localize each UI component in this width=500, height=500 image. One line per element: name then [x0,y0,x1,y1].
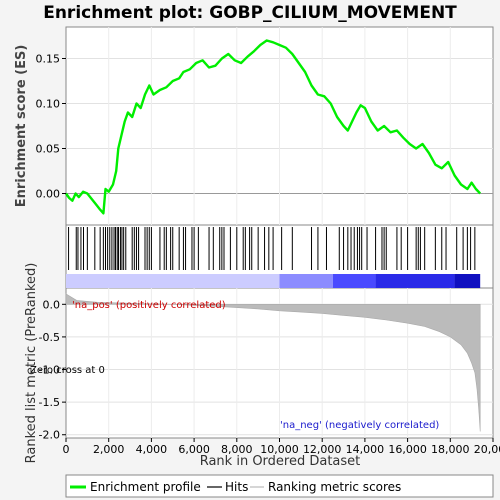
x-tick-label: 0 [63,443,70,456]
positive-correlated-label: 'na_pos' (positively correlated) [72,300,226,311]
x-tick-label: 20,000 [474,443,500,456]
chart-title: Enrichment plot: GOBP_CILIUM_MOVEMENT [43,3,457,23]
legend-hits-label: Hits [225,480,248,494]
es-tick-label: 0.05 [36,143,61,156]
negative-correlated-label: 'na_neg' (negatively correlated) [280,420,439,431]
es-tick-label: 0.15 [36,53,61,66]
zero-cross-label: Zero cross at 0 [30,365,105,376]
heat-bar-segment [66,274,280,288]
x-tick-label: 2,000 [93,443,125,456]
legend: Enrichment profile Hits Ranking metric s… [66,475,493,497]
metric-tick-label: -1.5 [39,396,60,409]
x-axis-label: Rank in Ordered Dataset [200,454,361,469]
metric-y-axis-label: Ranked list metric (PreRanked) [24,263,39,464]
x-tick-label: 4,000 [136,443,168,456]
x-tick-label: 18,000 [431,443,470,456]
legend-metric-label: Ranking metric scores [268,480,401,494]
es-tick-label: 0.00 [36,188,61,201]
es-tick-label: 0.10 [36,98,61,111]
es-y-ticks: 0.00 0.05 0.10 0.15 [36,53,67,201]
x-tick-label: 16,000 [388,443,427,456]
metric-tick-label: -2.0 [39,429,60,442]
metric-tick-label: 0.0 [43,298,61,311]
ranking-heat-bar [66,274,480,288]
metric-tick-label: -0.5 [39,331,60,344]
heat-bar-segment [333,274,376,288]
heat-bar-segment [280,274,333,288]
legend-profile-label: Enrichment profile [90,480,201,494]
es-y-axis-label: Enrichment score (ES) [14,45,29,208]
heat-bar-segment [455,274,481,288]
heat-bar-segment [376,274,455,288]
